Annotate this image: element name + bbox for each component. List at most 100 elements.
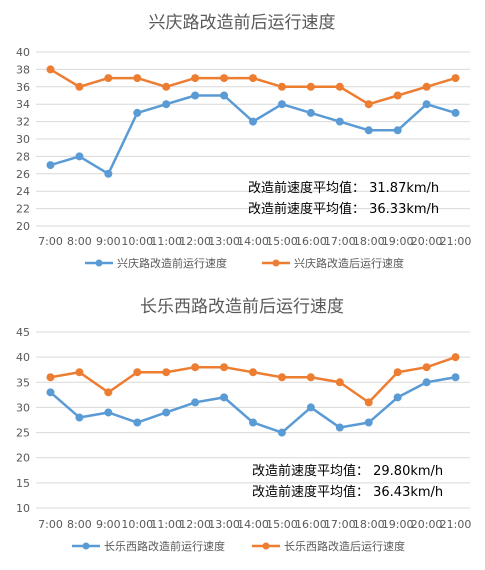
y-tick-label: 10 — [16, 502, 30, 515]
x-tick-label: 16:00 — [295, 235, 327, 248]
y-tick-label: 25 — [16, 427, 30, 440]
data-point — [364, 100, 373, 109]
data-point — [46, 388, 55, 397]
series-after — [46, 353, 460, 407]
data-point — [75, 82, 84, 91]
y-tick-label: 40 — [16, 46, 30, 59]
legend-marker — [272, 259, 280, 267]
data-point — [422, 378, 431, 387]
data-point — [364, 418, 373, 427]
x-tick-label: 17:00 — [324, 235, 356, 248]
series-before — [46, 91, 460, 178]
data-point — [393, 393, 402, 402]
legend-entry: 长乐西路改造前运行速度 — [72, 539, 225, 553]
data-point — [306, 373, 315, 382]
annotation-before-average: 改造前速度平均值： 29.80km/h — [252, 463, 443, 479]
x-tick-label: 17:00 — [324, 518, 356, 531]
x-tick-label: 15:00 — [266, 235, 298, 248]
x-tick-label: 14:00 — [237, 518, 269, 531]
x-tick-label: 10:00 — [121, 518, 153, 531]
y-tick-label: 15 — [16, 477, 30, 490]
chart-xingqing-road: 兴庆路改造前后运行速度 20 22 24 26 28 30 32 34 36 38 40 7:00 8:… — [16, 13, 471, 270]
x-tick-label: 8:00 — [67, 518, 92, 531]
data-point — [364, 126, 373, 135]
x-tick-label: 18:00 — [353, 235, 385, 248]
x-tick-label: 10:00 — [121, 235, 153, 248]
legend-marker — [95, 259, 103, 267]
chart-title: 兴庆路改造前后运行速度 — [149, 13, 336, 33]
x-tick-label: 14:00 — [237, 235, 269, 248]
x-tick-label: 21:00 — [440, 518, 472, 531]
legend-label: 长乐西路改造后运行速度 — [284, 539, 405, 553]
x-tick-label: 13:00 — [208, 235, 240, 248]
data-point — [277, 100, 286, 109]
x-tick-label: 11:00 — [150, 235, 182, 248]
data-point — [306, 108, 315, 117]
y-tick-label: 28 — [16, 150, 30, 163]
data-point — [104, 388, 113, 397]
chart-xingqing-road-svg: 兴庆路改造前后运行速度 20 22 24 26 28 30 32 34 36 38 40 7:00 8:… — [16, 13, 471, 270]
data-point — [162, 368, 171, 377]
x-tick-label: 11:00 — [150, 518, 182, 531]
data-point — [133, 418, 142, 427]
data-point — [104, 74, 113, 83]
y-tick-label: 40 — [16, 351, 30, 364]
legend-label: 兴庆路改造前运行速度 — [117, 256, 227, 270]
y-tick-label: 30 — [16, 401, 30, 414]
data-point — [191, 91, 200, 100]
x-tick-label: 19:00 — [382, 235, 414, 248]
y-tick-label: 45 — [16, 326, 30, 339]
data-point — [249, 117, 257, 126]
x-tick-label: 20:00 — [411, 235, 443, 248]
x-tick-label: 18:00 — [353, 518, 385, 531]
data-point — [249, 74, 257, 83]
y-tick-label: 20 — [16, 220, 30, 233]
y-tick-label: 24 — [16, 185, 30, 198]
y-tick-label: 35 — [16, 376, 30, 389]
data-point — [162, 82, 171, 91]
axes: 10 15 20 25 30 35 40 45 7:00 8:00 9:00 10:0011:0012… — [16, 326, 471, 531]
legend-label: 长乐西路改造前运行速度 — [104, 539, 225, 553]
data-point — [104, 408, 113, 417]
data-point — [277, 82, 286, 91]
y-tick-label: 34 — [16, 98, 30, 111]
x-tick-label: 9:00 — [96, 518, 121, 531]
data-point — [191, 74, 200, 83]
data-point — [220, 74, 229, 83]
gridlines — [36, 331, 470, 509]
x-tick-label: 7:00 — [38, 235, 63, 248]
x-tick-label: 16:00 — [295, 518, 327, 531]
x-tick-label: 7:00 — [38, 518, 63, 531]
series-before — [46, 373, 460, 437]
data-point — [451, 373, 460, 382]
chart-title: 长乐西路改造前后运行速度 — [140, 297, 344, 317]
data-point — [393, 126, 402, 135]
legend-marker — [262, 542, 270, 550]
x-tick-label: 12:00 — [179, 235, 211, 248]
data-point — [335, 378, 344, 387]
x-tick-label: 20:00 — [411, 518, 443, 531]
x-tick-label: 12:00 — [179, 518, 211, 531]
data-point — [75, 413, 84, 422]
data-point — [393, 368, 402, 377]
y-tick-label: 26 — [16, 168, 30, 181]
x-tick-label: 13:00 — [208, 518, 240, 531]
data-point — [451, 74, 460, 83]
y-tick-label: 22 — [16, 203, 30, 216]
legend-marker — [82, 542, 90, 550]
x-tick-label: 8:00 — [67, 235, 92, 248]
data-point — [191, 398, 200, 407]
y-tick-label: 38 — [16, 63, 30, 76]
x-tick-label: 15:00 — [266, 518, 298, 531]
data-point — [133, 74, 142, 83]
legend-entry: 兴庆路改造前运行速度 — [85, 256, 227, 270]
annotation-after-average: 改造前速度平均值： 36.33km/h — [248, 201, 439, 217]
data-point — [133, 108, 142, 117]
data-point — [162, 100, 171, 109]
data-point — [422, 363, 431, 372]
data-point — [46, 373, 55, 382]
data-point — [277, 373, 286, 382]
data-point — [220, 91, 229, 100]
y-tick-label: 32 — [16, 116, 30, 129]
